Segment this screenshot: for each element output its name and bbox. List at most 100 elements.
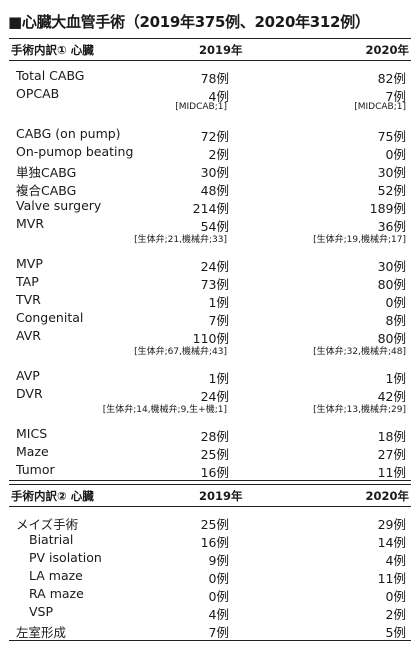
value-2020: 36例 — [377, 219, 406, 234]
row-label: メイズ手術 — [16, 517, 79, 532]
row-label: Total CABG — [16, 68, 85, 83]
table-header: 手術内訳② 心臓 2019年 2020年 — [9, 484, 411, 507]
value-2020: 30例 — [377, 165, 406, 180]
value-2019: 73例 — [200, 277, 229, 292]
row-spacer — [9, 415, 411, 424]
row-label: MVP — [16, 256, 43, 271]
value-2020: 42例 — [377, 389, 406, 404]
table-row: Congenital 7例 8例 — [9, 308, 411, 328]
table-row: 左室形成 7例 5例 — [9, 620, 411, 640]
row-label: TAP — [16, 274, 39, 289]
table-row: AVP 1例 1例 — [9, 366, 411, 386]
value-2019: 7例 — [208, 313, 229, 328]
table-row: AVR 110例 80例 — [9, 326, 411, 346]
surgery-table-1: 手術内訳① 心臓 2019年 2020年 Total CABG 78例 82例 OPC… — [9, 38, 411, 481]
header-year-2020: 2020年 — [365, 43, 409, 57]
value-2019: 1例 — [208, 295, 229, 310]
table-row: Valve surgery 214例 189例 — [9, 196, 411, 216]
table-row: VSP 4例 2例 — [9, 602, 411, 622]
value-2019: 110例 — [192, 331, 229, 346]
value-2019: 9例 — [208, 553, 229, 568]
value-2020: 1例 — [385, 371, 406, 386]
row-spacer — [9, 245, 411, 254]
table-row: Tumor 16例 11例 — [9, 460, 411, 480]
header-year-2019: 2019年 — [199, 489, 243, 503]
value-2019: 25例 — [200, 517, 229, 532]
value-2019: 48例 — [200, 183, 229, 198]
row-label: Biatrial — [29, 532, 74, 547]
value-2020: 5例 — [385, 625, 406, 640]
table-row: 単独CABG 30例 30例 — [9, 160, 411, 180]
value-2019: 0例 — [208, 589, 229, 604]
table-row: On-pumop beating 2例 0例 — [9, 142, 411, 162]
note-2019: [生体弁;14,機械弁;9,生+機;1] — [102, 405, 227, 415]
value-2020: 82例 — [377, 71, 406, 86]
note-2020: [生体弁;19,機械弁;17] — [313, 235, 406, 245]
table-row: Total CABG 78例 82例 — [9, 66, 411, 86]
value-2019: 214例 — [192, 201, 229, 216]
value-2020: 7例 — [385, 89, 406, 104]
value-2019: 1例 — [208, 371, 229, 386]
value-2019: 25例 — [200, 447, 229, 462]
value-2020: 0例 — [385, 295, 406, 310]
value-2019: 72例 — [200, 129, 229, 144]
header-label: 手術内訳① 心臓 — [11, 43, 94, 57]
value-2020: 2例 — [385, 607, 406, 622]
row-label: RA maze — [29, 586, 84, 601]
row-label: DVR — [16, 386, 43, 401]
note-2019: [生体弁;21,機械弁;33] — [134, 235, 227, 245]
value-2020: 80例 — [377, 277, 406, 292]
value-2020: 0例 — [385, 589, 406, 604]
row-spacer — [9, 357, 411, 366]
table-row: RA maze 0例 0例 — [9, 584, 411, 604]
value-2019: 78例 — [200, 71, 229, 86]
row-note: [生体弁;67,機械弁;43] [生体弁;32,機械弁;48] — [9, 344, 411, 357]
note-2020: [MIDCAB;1] — [354, 102, 406, 112]
value-2019: 54例 — [200, 219, 229, 234]
row-label: 単独CABG — [16, 165, 77, 180]
row-label: AVR — [16, 328, 41, 343]
row-label: VSP — [29, 604, 54, 619]
table-row: 複合CABG 48例 52例 — [9, 178, 411, 198]
table-row: Biatrial 16例 14例 — [9, 530, 411, 550]
row-label: PV isolation — [29, 550, 102, 565]
table-row: MVP 24例 30例 — [9, 254, 411, 274]
header-label: 手術内訳② 心臓 — [11, 489, 94, 503]
row-label: Tumor — [16, 462, 55, 477]
row-label: TVR — [16, 292, 41, 307]
value-2020: 11例 — [377, 465, 406, 480]
value-2020: 14例 — [377, 535, 406, 550]
table-row: PV isolation 9例 4例 — [9, 548, 411, 568]
value-2020: 30例 — [377, 259, 406, 274]
row-label: Congenital — [16, 310, 84, 325]
value-2020: 27例 — [377, 447, 406, 462]
table-body: Total CABG 78例 82例 OPCAB 4例 7例 [MIDCAB;1] [MIDC… — [9, 61, 411, 480]
row-note: [生体弁;14,機械弁;9,生+機;1] [生体弁;13,機械弁;29] — [9, 402, 411, 415]
row-spacer — [9, 115, 411, 124]
note-2019: [MIDCAB;1] — [175, 102, 227, 112]
value-2019: 4例 — [208, 89, 229, 104]
row-label: 左室形成 — [16, 625, 67, 640]
value-2019: 0例 — [208, 571, 229, 586]
value-2019: 30例 — [200, 165, 229, 180]
row-label: Maze — [16, 444, 49, 459]
table-row: CABG (on pump) 72例 75例 — [9, 124, 411, 144]
value-2019: 24例 — [200, 389, 229, 404]
value-2020: 52例 — [377, 183, 406, 198]
surgery-table-2: 手術内訳② 心臓 2019年 2020年 メイズ手術 25例 29例 Biatrial… — [9, 484, 411, 641]
table-row: Maze 25例 27例 — [9, 442, 411, 462]
value-2019: 2例 — [208, 147, 229, 162]
row-label: MVR — [16, 216, 45, 231]
value-2019: 24例 — [200, 259, 229, 274]
row-label: CABG (on pump) — [16, 126, 121, 141]
table-row: TVR 1例 0例 — [9, 290, 411, 310]
table-bottom-rule — [9, 640, 411, 641]
value-2020: 29例 — [377, 517, 406, 532]
table-body: メイズ手術 25例 29例 Biatrial 16例 14例 PV isolation 9例 4… — [9, 507, 411, 640]
value-2020: 8例 — [385, 313, 406, 328]
value-2020: 0例 — [385, 147, 406, 162]
note-2019: [生体弁;67,機械弁;43] — [134, 347, 227, 357]
value-2019: 16例 — [200, 465, 229, 480]
row-note: [MIDCAB;1] [MIDCAB;1] — [9, 102, 411, 115]
value-2019: 28例 — [200, 429, 229, 444]
